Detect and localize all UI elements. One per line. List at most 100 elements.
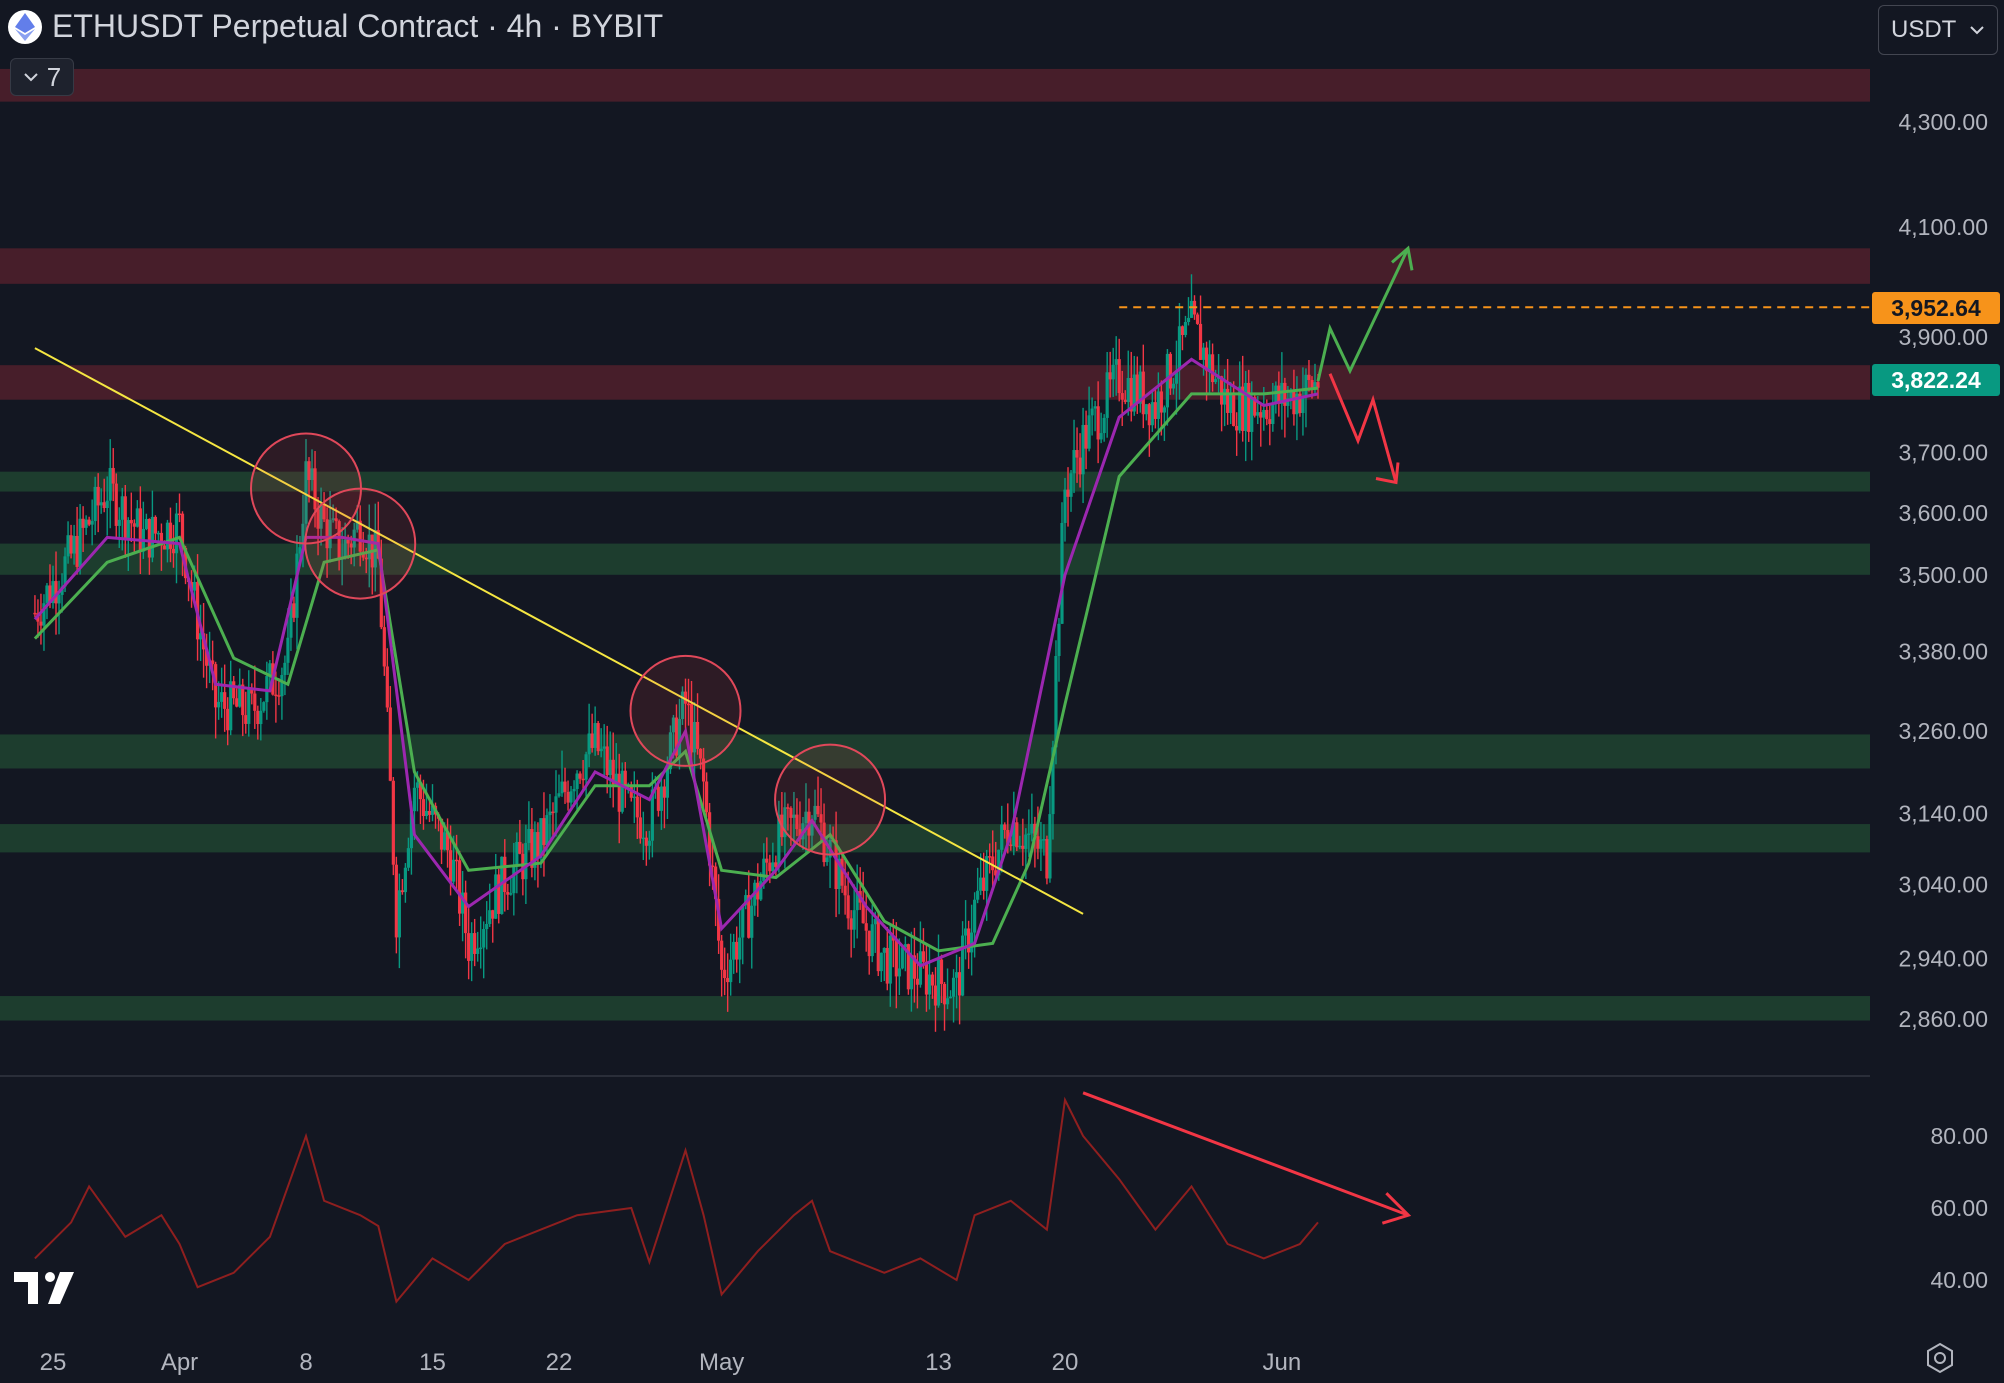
price-tick-label: 4,300.00: [1898, 109, 1988, 135]
candle-body: [274, 694, 278, 697]
candle-body: [783, 807, 787, 838]
candle-body: [343, 539, 347, 558]
candle-body: [232, 681, 236, 699]
candle-body: [879, 952, 883, 972]
candle-body: [1262, 409, 1266, 418]
candle-body: [1060, 522, 1064, 624]
candle-body: [816, 805, 820, 815]
candle-body: [726, 978, 730, 983]
candle-body: [168, 522, 173, 549]
candle-body: [599, 748, 603, 752]
candle-body: [915, 978, 920, 985]
candle-body: [1018, 845, 1022, 848]
candle-body: [461, 892, 465, 914]
candle-body: [596, 723, 600, 752]
candle-body: [132, 523, 136, 527]
candle-body: [988, 856, 992, 858]
candle-body: [310, 468, 314, 481]
candle-body: [1171, 383, 1176, 389]
candle-body: [427, 810, 432, 815]
candle-body: [964, 928, 968, 936]
indicator-count: 7: [46, 61, 62, 92]
candle-body: [388, 707, 392, 781]
chart-settings-icon[interactable]: [1924, 1342, 1956, 1379]
candle-body: [985, 856, 989, 891]
candle-body: [292, 603, 296, 618]
candle-body: [253, 693, 257, 711]
candle-body: [1265, 409, 1269, 420]
candle-body: [723, 969, 727, 979]
candle-body: [1084, 424, 1088, 449]
candle-body: [114, 483, 118, 526]
candle-body: [298, 547, 302, 554]
candle-body: [1096, 406, 1100, 440]
candle-body: [762, 858, 766, 882]
symbol-title[interactable]: ETHUSDT Perpetual Contract · 4h · BYBIT: [52, 8, 664, 44]
candle-body: [1213, 379, 1218, 383]
candle-body: [120, 496, 124, 520]
candle-body: [96, 486, 100, 506]
candle-body: [1253, 397, 1257, 416]
candle-body: [575, 773, 579, 789]
candle-body: [328, 519, 332, 549]
candle-body: [322, 504, 326, 520]
chevron-down-icon: [24, 73, 38, 82]
candle-body: [346, 539, 350, 544]
candle-body: [509, 893, 513, 895]
candle-body: [42, 603, 46, 626]
candle-body: [325, 519, 329, 549]
candle-body: [220, 692, 224, 702]
candle-body: [84, 519, 88, 528]
candle-body: [518, 841, 522, 854]
candle-body: [445, 832, 450, 851]
candle-body: [524, 842, 528, 880]
candle-body: [409, 811, 414, 849]
indicators-toggle-button[interactable]: 7: [10, 58, 74, 96]
candle-body: [99, 502, 103, 506]
candle-body: [1177, 326, 1182, 371]
candle-body: [704, 781, 709, 813]
candle-body: [162, 545, 167, 550]
resistance-zone: [0, 365, 1870, 400]
candle-body: [1298, 393, 1302, 414]
candle-body: [280, 674, 284, 697]
candle-body: [563, 781, 567, 792]
oscillator-line: [34, 1096, 1319, 1304]
candle-body: [111, 467, 115, 484]
oscillator-tick-label: 80.00: [1930, 1123, 1988, 1149]
candle-body: [1090, 408, 1094, 416]
candle-body: [1256, 412, 1260, 416]
candle-body: [521, 853, 525, 880]
candle-body: [967, 928, 971, 953]
candle-body: [810, 819, 814, 836]
candle-body: [894, 940, 898, 977]
candle-body: [834, 840, 838, 890]
candle-body: [1144, 404, 1148, 415]
candle-body: [295, 553, 299, 618]
candle-body: [430, 805, 435, 815]
candle-body: [337, 521, 341, 560]
candle-body: [647, 840, 651, 846]
price-tick-label: 3,380.00: [1898, 639, 1988, 665]
ethereum-logo-icon[interactable]: [8, 9, 42, 44]
candle-body: [448, 850, 453, 882]
candle-body: [698, 748, 703, 759]
candle-body: [1165, 353, 1170, 408]
candle-body: [78, 518, 82, 567]
candle-body: [909, 955, 913, 990]
candle-body: [75, 535, 79, 567]
tradingview-logo-icon[interactable]: [14, 1272, 78, 1311]
oscillator-divergence-arrow: [1082, 1091, 1409, 1217]
candle-body: [63, 556, 67, 587]
currency-selector[interactable]: USDT: [1878, 5, 1998, 55]
candle-body: [741, 905, 745, 938]
candle-body: [1316, 382, 1320, 388]
candle-body: [732, 941, 736, 960]
candle-body: [491, 910, 495, 919]
candle-body: [406, 848, 411, 868]
candle-body: [813, 805, 817, 820]
candle-body: [503, 856, 507, 892]
candle-body: [572, 788, 576, 792]
candle-body: [1048, 814, 1052, 879]
